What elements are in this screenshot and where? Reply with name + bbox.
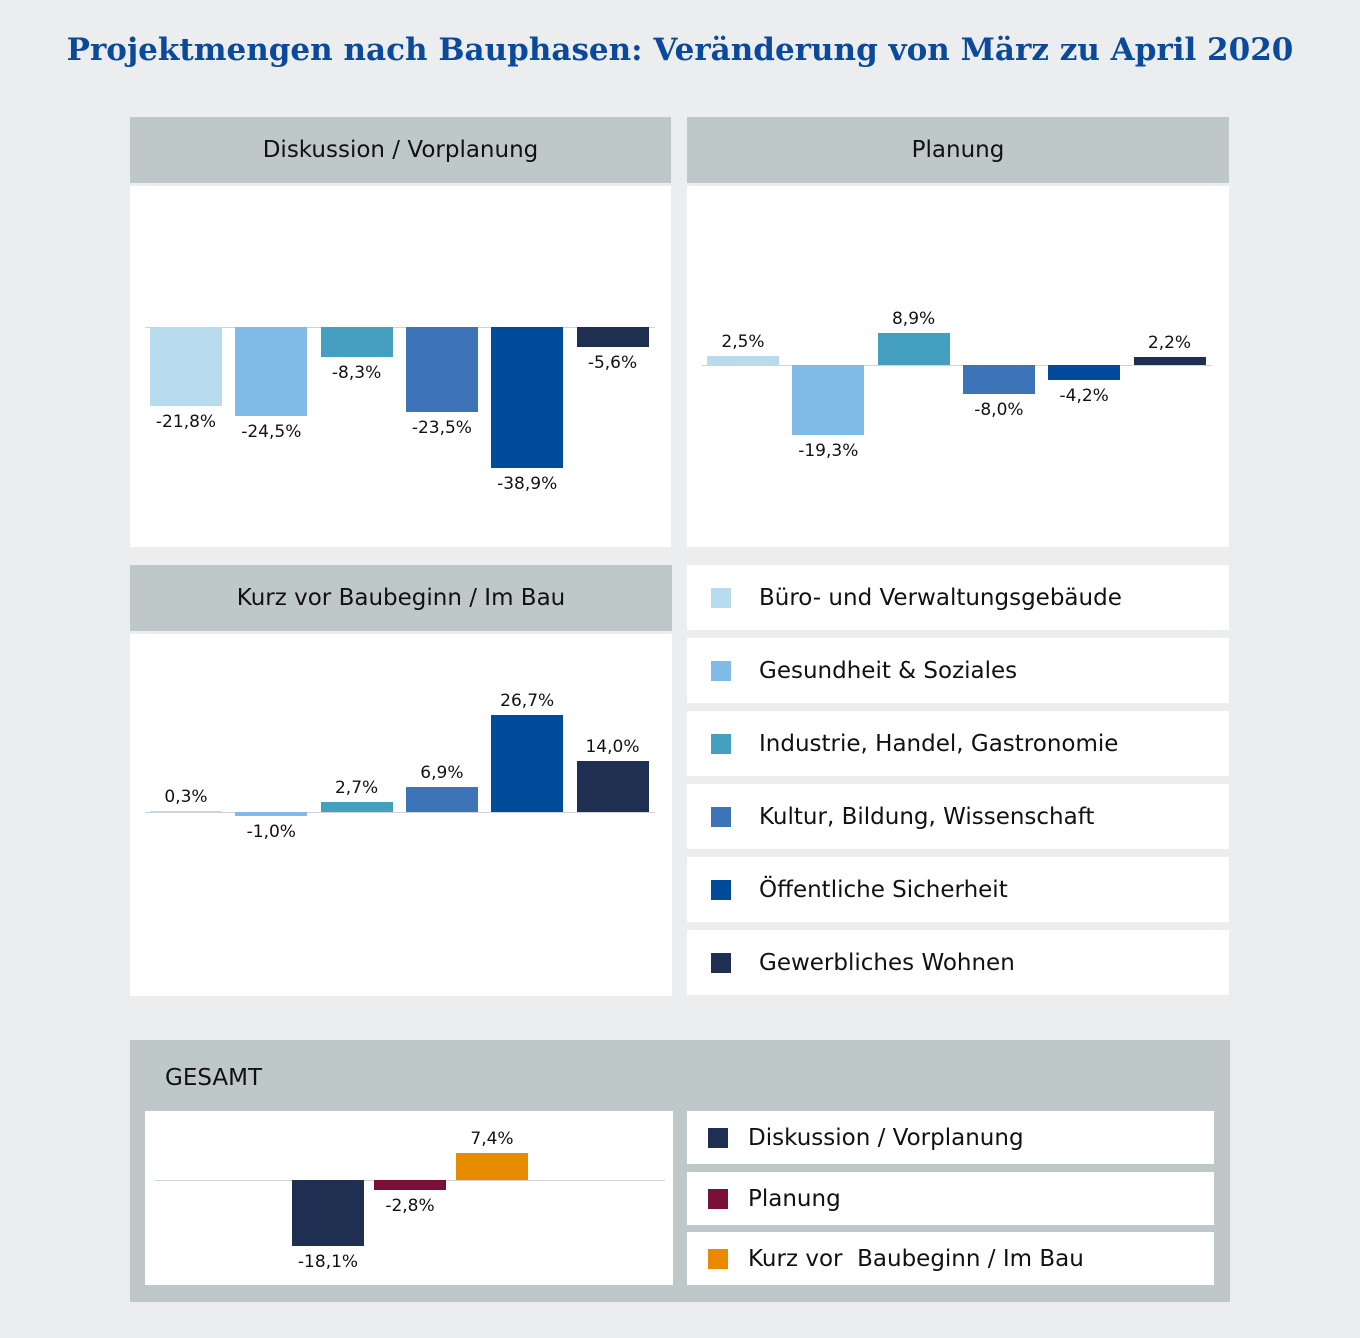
bar <box>491 715 564 812</box>
legend-swatch <box>708 1248 728 1269</box>
legend-item: Gesundheit & Soziales <box>687 638 1229 703</box>
data-label: -8,0% <box>974 399 1024 420</box>
zero-line <box>145 327 655 328</box>
legend-swatch <box>711 806 731 827</box>
bar <box>877 332 950 365</box>
legend-label: Büro- und Verwaltungsgebäude <box>759 584 1122 611</box>
chart-title-baubeginn: Kurz vor Baubeginn / Im Bau <box>130 565 672 631</box>
bar <box>456 1153 528 1180</box>
legend-item: Gewerbliches Wohnen <box>687 930 1229 995</box>
legend-swatch <box>711 952 731 973</box>
chart-baubeginn: 0,3% -1,0% 2,7% 6,9% 26,7% 14,0% <box>130 634 672 996</box>
data-label: 0,3% <box>164 786 208 807</box>
legend-item: Kurz vor Baubeginn / Im Bau <box>687 1232 1214 1285</box>
data-label: 7,4% <box>470 1129 514 1150</box>
bar <box>150 327 222 406</box>
legend-label: Kultur, Bildung, Wissenschaft <box>759 803 1095 830</box>
legend-item: Planung <box>687 1172 1214 1225</box>
bar <box>576 327 649 348</box>
legend-label: Planung <box>748 1185 841 1212</box>
data-label: 8,9% <box>891 308 936 329</box>
legend-item: Kultur, Bildung, Wissenschaft <box>687 784 1229 849</box>
legend-swatch <box>711 660 731 681</box>
bar <box>792 365 865 435</box>
data-label: -38,9% <box>497 473 558 494</box>
data-label: 2,2% <box>1147 333 1192 354</box>
data-label: -1,0% <box>246 821 296 842</box>
zero-line <box>702 365 1212 366</box>
bar <box>576 761 649 812</box>
bar <box>374 1180 446 1191</box>
legend-label: Öffentliche Sicherheit <box>759 876 1008 903</box>
bar <box>320 802 393 812</box>
bar <box>320 327 393 358</box>
bar <box>292 1180 364 1246</box>
bar <box>1048 365 1121 381</box>
bar <box>1133 357 1206 365</box>
legend-label: Kurz vor Baubeginn / Im Bau <box>748 1245 1084 1272</box>
bar <box>235 812 308 816</box>
data-label: 14,0% <box>585 737 640 758</box>
bar <box>707 355 779 365</box>
legend-item: Öffentliche Sicherheit <box>687 857 1229 922</box>
bar <box>405 787 478 812</box>
bar <box>150 810 222 812</box>
data-label: -4,2% <box>1059 386 1109 407</box>
data-label: -18,1% <box>297 1251 359 1272</box>
chart-title-planung: Planung <box>687 117 1229 183</box>
chart-title-diskussion: Diskussion / Vorplanung <box>130 117 671 183</box>
legend-item: Industrie, Handel, Gastronomie <box>687 711 1229 776</box>
chart-gesamt: -18,1% -2,8% 7,4% <box>145 1111 673 1285</box>
zero-line <box>145 812 655 813</box>
legend-label: Gesundheit & Soziales <box>759 657 1018 684</box>
legend-item: Büro- und Verwaltungsgebäude <box>687 565 1229 630</box>
data-label: -19,3% <box>798 440 859 461</box>
data-label: -8,3% <box>331 363 382 384</box>
data-label: 2,5% <box>721 331 765 352</box>
chart-diskussion: -21,8% -24,5% -8,3% -23,5% -38,9% -5,6% <box>130 186 671 547</box>
bar <box>405 327 478 413</box>
data-label: -21,8% <box>155 411 217 432</box>
legend-label: Industrie, Handel, Gastronomie <box>759 730 1119 757</box>
chart-planung: 2,5% -19,3% 8,9% -8,0% -4,2% 2,2% <box>687 186 1229 547</box>
data-label: -5,6% <box>587 353 638 374</box>
bar <box>235 327 308 416</box>
legend-swatch <box>711 879 731 900</box>
gesamt-section: GESAMT -18,1% -2,8% 7,4% Diskussion / Vorp… <box>130 1040 1230 1302</box>
legend-item: Diskussion / Vorplanung <box>687 1111 1214 1164</box>
legend-swatch <box>711 587 731 608</box>
legend-swatch <box>708 1127 728 1148</box>
data-label: -2,8% <box>385 1196 435 1217</box>
data-label: 2,7% <box>334 778 379 799</box>
page-title: Projektmengen nach Bauphasen: Veränderun… <box>66 32 1294 68</box>
legend-swatch <box>708 1188 728 1209</box>
gesamt-title: GESAMT <box>165 1065 263 1091</box>
legend-label: Diskussion / Vorplanung <box>748 1124 1024 1151</box>
data-label: -24,5% <box>241 421 302 442</box>
bar <box>962 365 1035 394</box>
data-label: -23,5% <box>411 418 472 439</box>
bar <box>491 327 564 468</box>
legend-swatch <box>711 733 731 754</box>
data-label: 26,7% <box>500 691 555 712</box>
data-label: 6,9% <box>420 763 464 784</box>
legend-label: Gewerbliches Wohnen <box>759 949 1015 976</box>
